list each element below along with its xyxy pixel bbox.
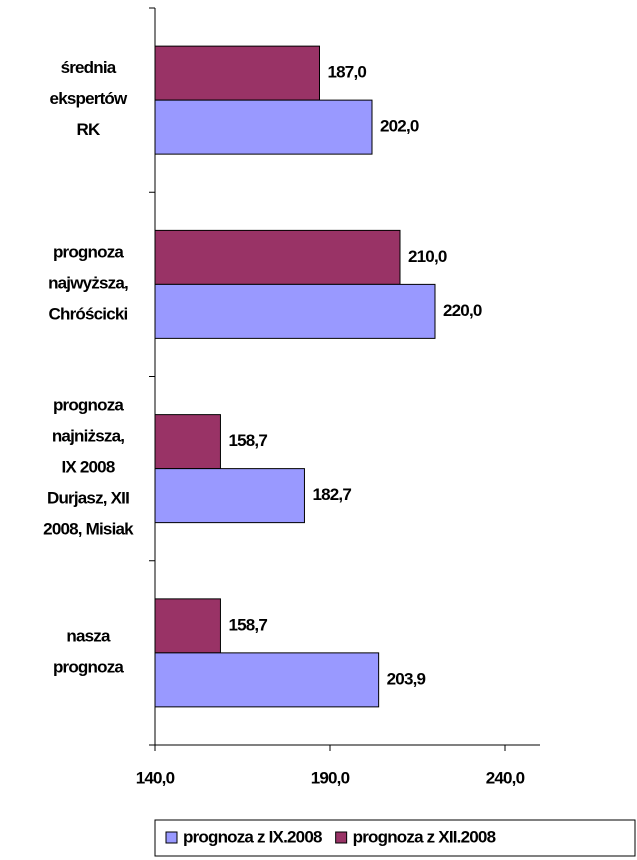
legend-label: prognoza z XII.2008 [353, 827, 496, 846]
x-tick-label: 140,0 [136, 768, 175, 787]
bar [154, 652, 380, 708]
legend-label: prognoza z IX.2008 [183, 827, 322, 846]
value-label: 158,7 [228, 615, 267, 634]
bar [154, 99, 373, 155]
legend-swatch [165, 831, 178, 844]
category-label: nasza prognoza [53, 627, 124, 677]
value-label: 210,0 [408, 247, 447, 266]
bar [154, 598, 221, 654]
value-label: 158,7 [228, 431, 267, 450]
value-label: 182,7 [312, 485, 351, 504]
x-tick-label: 190,0 [311, 768, 350, 787]
value-label: 187,0 [328, 63, 367, 82]
value-label: 202,0 [380, 117, 419, 136]
value-label: 203,9 [387, 669, 426, 688]
category-label: prognoza najniższa, IX 2008 Durjasz, XII 200… [43, 396, 134, 539]
bar [154, 468, 305, 524]
x-tick-label: 240,0 [486, 768, 525, 787]
bar [154, 283, 436, 339]
value-label: 220,0 [443, 301, 482, 320]
bar [154, 229, 401, 285]
legend-box [154, 819, 636, 857]
legend-swatch [335, 831, 348, 844]
category-label: średnia ekspertów RK [50, 59, 128, 140]
bar [154, 45, 320, 101]
category-label: prognoza najwyższa, Chróścicki [48, 243, 128, 324]
bar [154, 414, 221, 470]
